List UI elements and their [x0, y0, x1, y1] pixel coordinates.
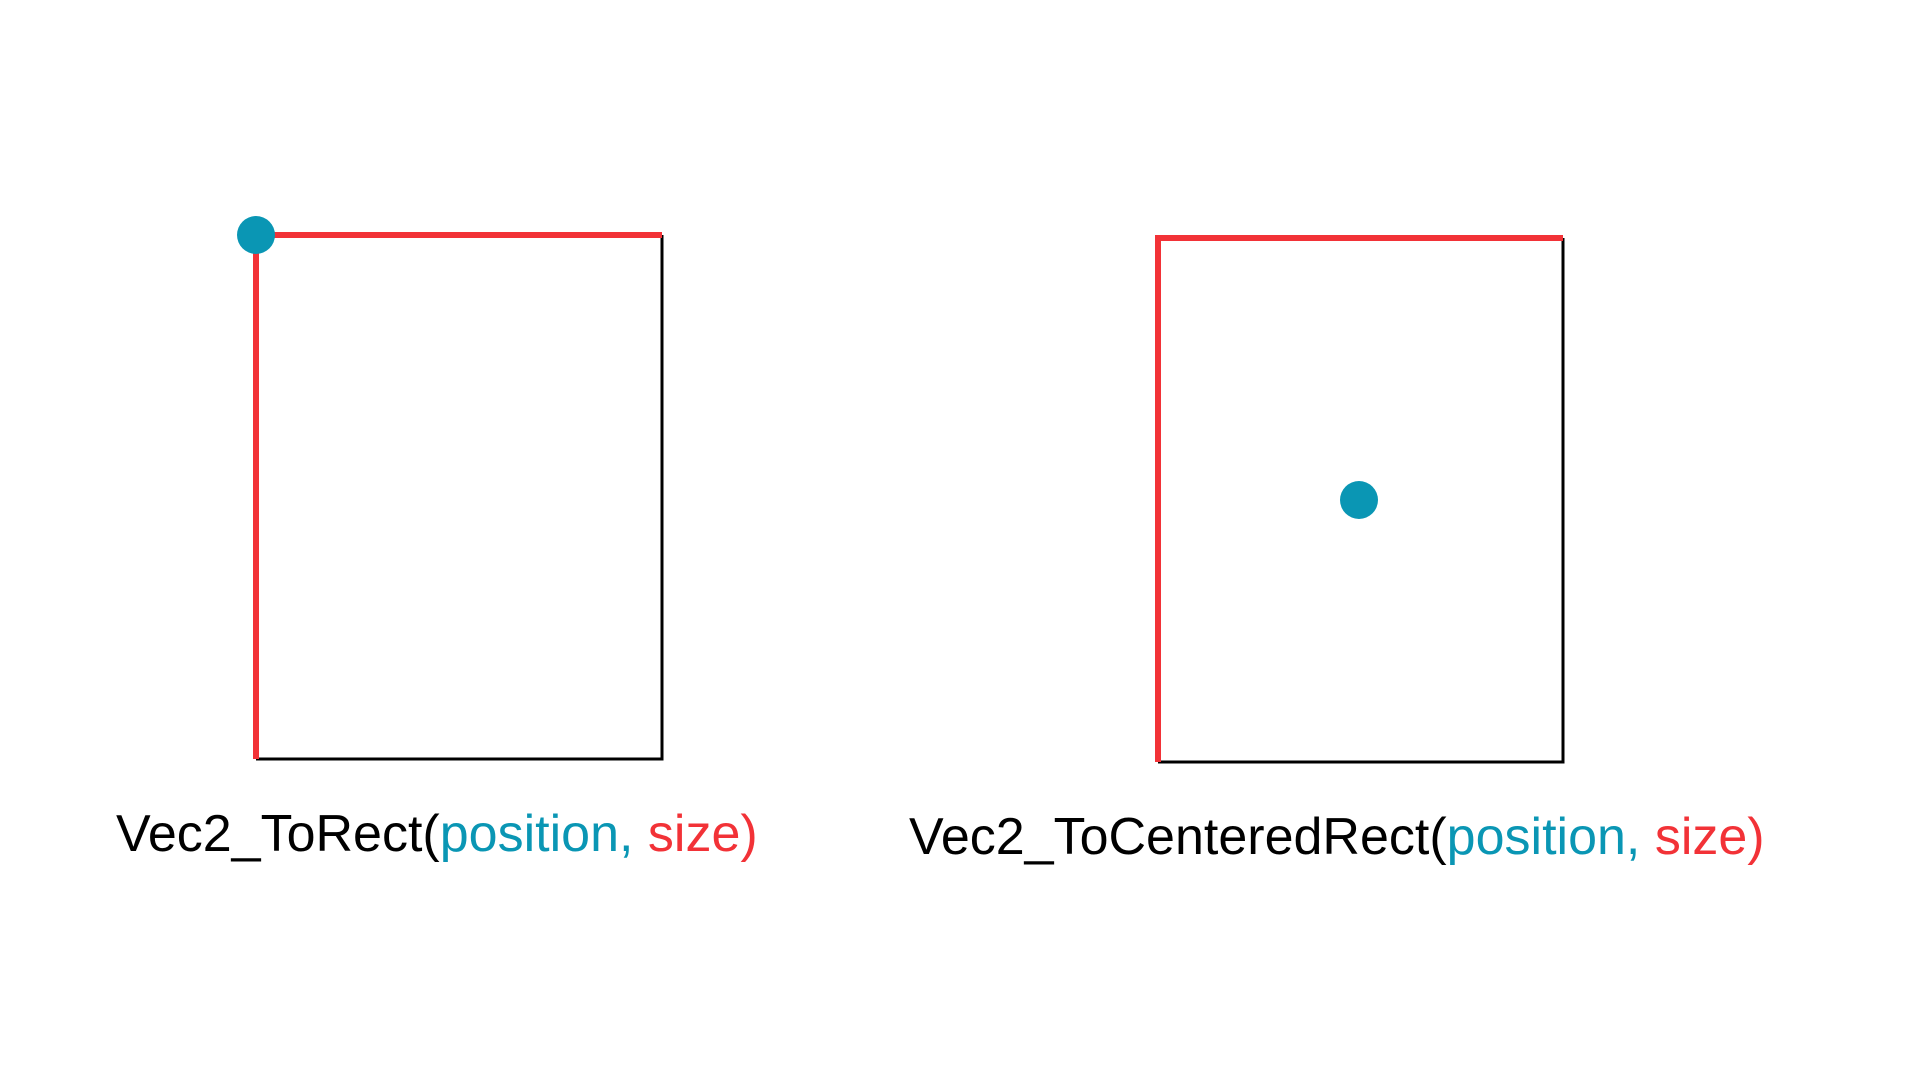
to-centered-rect-position-dot [1340, 481, 1378, 519]
to-centered-rect-size-edges [1155, 235, 1563, 762]
to-centered-rect-unhighlighted-edges [1158, 238, 1565, 764]
to-rect-caption: Vec2_ToRect(position, size) [116, 808, 758, 860]
to-centered-rect-figure [1155, 235, 1565, 764]
to-rect-unhighlighted-edges [256, 235, 664, 761]
to-rect-position-arg: position, [439, 805, 634, 863]
to-centered-rect-close-paren: ) [1747, 808, 1765, 866]
to-centered-rect-caption: Vec2_ToCenteredRect(position, size) [909, 811, 1765, 863]
to-centered-rect-size-arg: size [1654, 808, 1748, 866]
to-rect-function-name: Vec2_ToRect [116, 805, 423, 863]
to-rect-figure [237, 216, 664, 761]
to-rect-open-paren: ( [422, 805, 440, 863]
to-rect-size-edges [253, 232, 662, 759]
to-rect-position-dot [237, 216, 275, 254]
to-centered-rect-open-paren: ( [1429, 808, 1447, 866]
to-centered-rect-position-arg: position, [1446, 808, 1641, 866]
to-rect-size-arg: size [647, 805, 741, 863]
to-centered-rect-function-name: Vec2_ToCenteredRect [909, 808, 1430, 866]
to-rect-close-paren: ) [740, 805, 758, 863]
